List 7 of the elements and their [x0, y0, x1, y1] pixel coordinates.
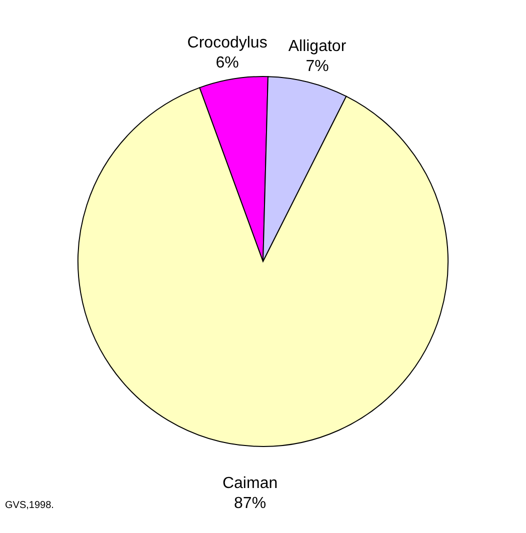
text: GVS,1998.: [5, 500, 54, 511]
slice-label: Crocodylus: [187, 34, 268, 52]
slice-label: Alligator: [288, 38, 347, 56]
data-label: 6%: [216, 54, 239, 72]
data-label: 7%: [306, 58, 329, 76]
slice-label: Caiman: [222, 475, 278, 492]
data-label: 87%: [234, 495, 266, 512]
